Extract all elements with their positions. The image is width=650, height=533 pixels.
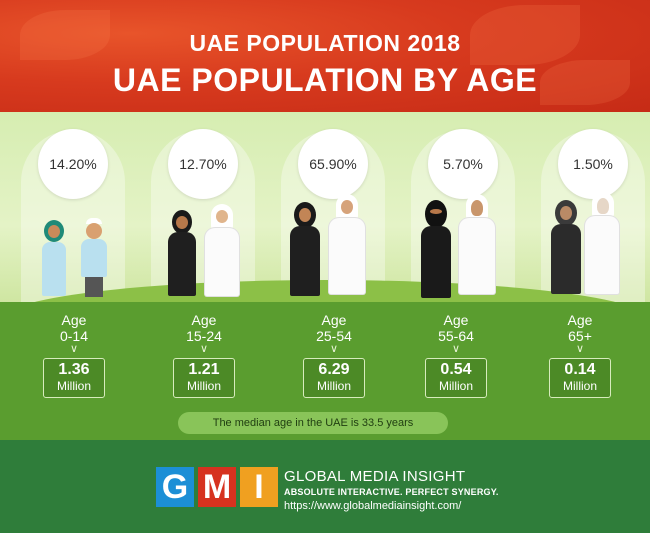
page-title: UAE POPULATION 2018 <box>189 30 461 56</box>
brand-name: GLOBAL MEDIA INSIGHT <box>284 468 466 485</box>
age-label: Age <box>191 312 217 328</box>
population-illustration: 14.20% 12.70% 65.90% 5.70% 1.50% <box>0 112 650 302</box>
median-age-note: The median age in the UAE is 33.5 years <box>178 412 448 434</box>
population-unit: Million <box>56 379 91 393</box>
chevron-down-icon: ∨ <box>329 343 339 355</box>
age-range: 65+ <box>568 328 592 344</box>
page-subtitle: UAE POPULATION BY AGE <box>112 62 538 98</box>
age-label: Age <box>443 312 469 328</box>
population-unit: Million <box>316 379 351 393</box>
age-group-25-54: Age 25-54 ∨ 6.29 Million <box>284 312 384 398</box>
percent-bubble: 65.90% <box>298 129 368 199</box>
population-value-box: 6.29 Million <box>303 358 365 398</box>
age-label: Age <box>321 312 347 328</box>
age-label: Age <box>567 312 593 328</box>
logo-letter: I <box>240 467 278 507</box>
population-value: 1.36 <box>58 361 90 378</box>
age-range: 25-54 <box>316 328 352 344</box>
population-value: 6.29 <box>318 361 350 378</box>
percent-bubble: 12.70% <box>168 129 238 199</box>
leaf-decoration <box>540 60 630 105</box>
brand-tagline: ABSOLUTE INTERACTIVE. PERFECT SYNERGY. <box>284 487 499 497</box>
age-group-15-24: Age 15-24 ∨ 1.21 Million <box>154 312 254 398</box>
logo-letter: M <box>198 467 236 507</box>
gmi-logo: G M I <box>156 467 278 507</box>
age-group-65-plus: Age 65+ ∨ 0.14 Million <box>530 312 630 398</box>
percent-bubble: 1.50% <box>558 129 628 199</box>
logo-letter: G <box>156 467 194 507</box>
age-range: 0-14 <box>59 328 89 344</box>
percent-bubble: 5.70% <box>428 129 498 199</box>
chevron-down-icon: ∨ <box>575 343 585 355</box>
population-value-box: 1.36 Million <box>43 358 105 398</box>
leaf-decoration <box>470 5 580 65</box>
website-link[interactable]: https://www.globalmediainsight.com/ <box>284 500 462 512</box>
age-group-0-14: Age 0-14 ∨ 1.36 Million <box>24 312 124 398</box>
population-unit: Million <box>562 379 597 393</box>
population-value-box: 0.14 Million <box>549 358 611 398</box>
population-unit: Million <box>186 379 221 393</box>
population-value: 0.14 <box>564 361 596 378</box>
chevron-down-icon: ∨ <box>69 343 79 355</box>
age-stats-panel: Age 0-14 ∨ 1.36 Million Age 15-24 ∨ 1.21… <box>0 302 650 440</box>
population-value-box: 1.21 Million <box>173 358 235 398</box>
percent-bubble: 14.20% <box>38 129 108 199</box>
leaf-decoration <box>20 10 110 60</box>
age-range: 55-64 <box>438 328 474 344</box>
chevron-down-icon: ∨ <box>451 343 461 355</box>
age-label: Age <box>61 312 87 328</box>
chevron-down-icon: ∨ <box>199 343 209 355</box>
population-value-box: 0.54 Million <box>425 358 487 398</box>
population-unit: Million <box>438 379 473 393</box>
footer: G M I GLOBAL MEDIA INSIGHT ABSOLUTE INTE… <box>0 440 650 533</box>
population-value: 0.54 <box>440 361 472 378</box>
population-value: 1.21 <box>188 361 220 378</box>
age-group-55-64: Age 55-64 ∨ 0.54 Million <box>406 312 506 398</box>
header-banner: UAE POPULATION 2018 UAE POPULATION BY AG… <box>0 0 650 112</box>
age-range: 15-24 <box>186 328 222 344</box>
